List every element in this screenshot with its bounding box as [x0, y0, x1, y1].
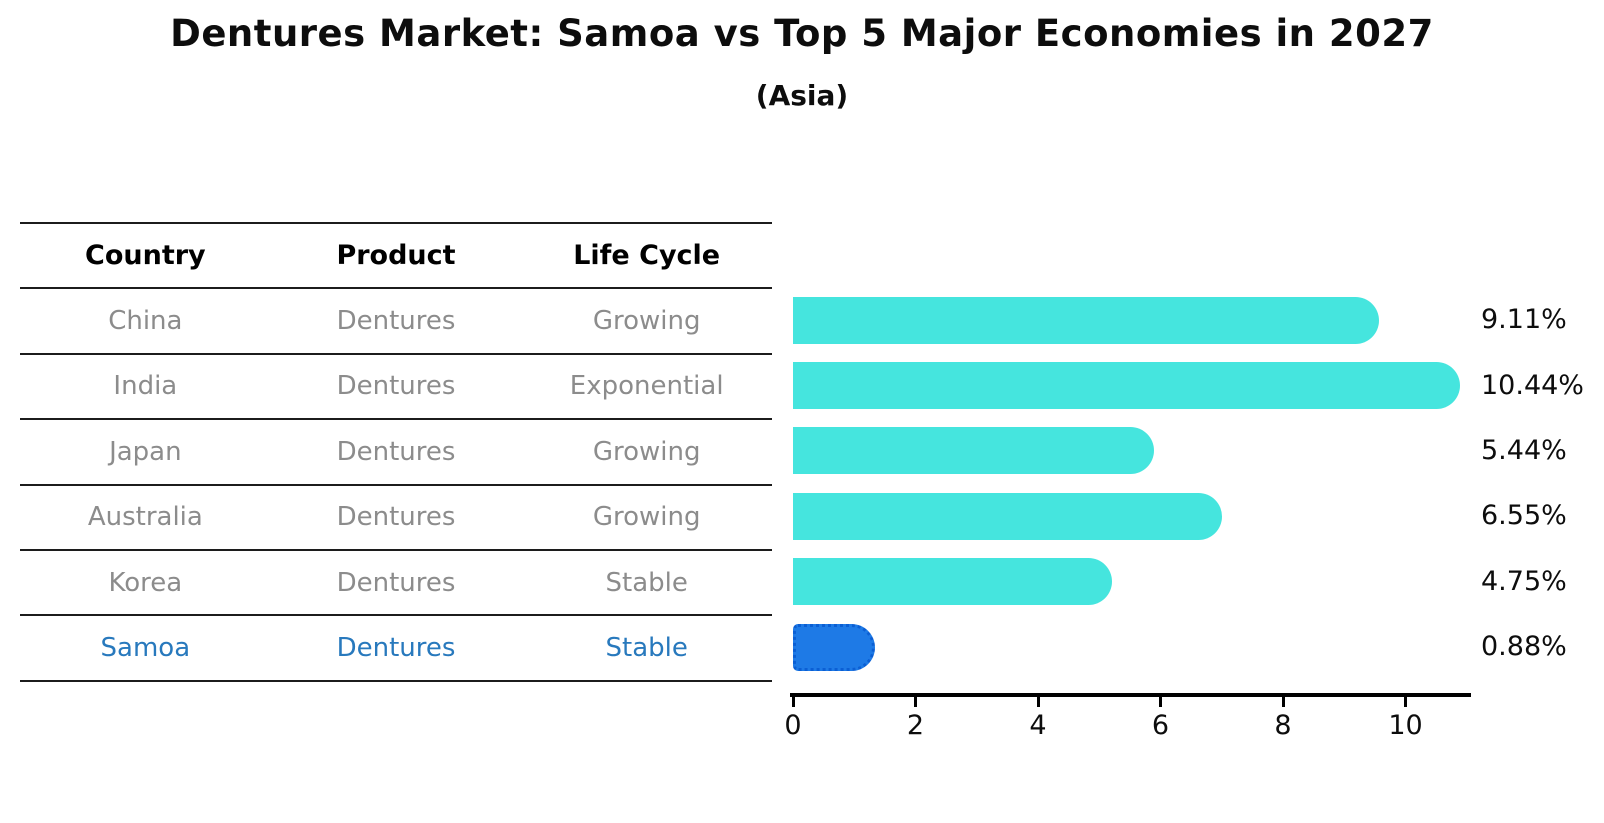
- x-tick-label-4: 4: [1029, 710, 1047, 741]
- table-header-country: Country: [85, 240, 206, 272]
- country-cell: Samoa: [100, 633, 191, 664]
- bar-korea: [793, 558, 1112, 606]
- x-tick-mark-2: [914, 696, 917, 707]
- table-row-australia: Australia Dentures Growing: [20, 486, 772, 551]
- x-tick-mark-10: [1404, 696, 1407, 707]
- value-label-japan: 5.44%: [1481, 434, 1567, 466]
- product-cell: Dentures: [336, 371, 456, 402]
- country-cell: India: [113, 371, 178, 402]
- product-cell: Dentures: [336, 436, 456, 467]
- table-row-samoa: Samoa Dentures Stable: [20, 616, 772, 682]
- table-header-product: Product: [336, 240, 456, 272]
- bar-india: [793, 362, 1461, 409]
- x-tick-mark-0: [791, 696, 795, 707]
- chart-subtitle: (Asia): [755, 79, 849, 112]
- life-cycle-cell: Stable: [605, 633, 688, 664]
- country-cell: China: [108, 306, 183, 337]
- table-header-life-cycle: Life Cycle: [573, 240, 721, 272]
- life-cycle-cell: Growing: [592, 306, 701, 337]
- table-header-row: Country Product Life Cycle: [20, 224, 772, 290]
- value-label-china: 9.11%: [1481, 304, 1567, 336]
- bar-japan: [793, 427, 1155, 475]
- x-axis-line: [790, 693, 1471, 697]
- x-tick-label-6: 6: [1151, 710, 1170, 741]
- value-label-korea: 4.75%: [1481, 565, 1567, 597]
- table-row-india: India Dentures Exponential: [20, 355, 772, 421]
- product-cell: Dentures: [336, 567, 456, 598]
- x-tick-mark-8: [1281, 696, 1285, 707]
- product-cell: Dentures: [336, 306, 456, 337]
- bar-australia: [793, 492, 1223, 540]
- value-label-australia: 6.55%: [1481, 500, 1567, 532]
- bar-samoa: [793, 623, 875, 671]
- life-cycle-cell: Growing: [592, 502, 701, 533]
- chart-title: Dentures Market: Samoa vs Top 5 Major Ec…: [170, 12, 1434, 55]
- bar-china: [793, 296, 1379, 344]
- value-label-samoa: 0.88%: [1481, 631, 1567, 663]
- table-body: China Dentures Growing India Dentures Exponen…: [20, 289, 772, 682]
- x-tick-label-10: 10: [1388, 710, 1423, 741]
- x-tick-label-2: 2: [906, 710, 925, 741]
- table-row-japan: Japan Dentures Growing: [20, 420, 772, 486]
- table-row-korea: Korea Dentures Stable: [20, 551, 772, 617]
- x-tick-label-0: 0: [784, 710, 802, 741]
- table-row-china: China Dentures Growing: [20, 289, 772, 355]
- country-table: Country Product Life Cycle China Dentures…: [20, 222, 772, 682]
- x-tick-mark-4: [1036, 696, 1040, 707]
- life-cycle-cell: Stable: [605, 567, 688, 598]
- life-cycle-cell: Growing: [592, 436, 701, 467]
- x-tick-label-8: 8: [1274, 710, 1292, 741]
- value-label-india: 10.44%: [1481, 369, 1584, 401]
- country-cell: Korea: [108, 567, 183, 598]
- product-cell: Dentures: [336, 633, 456, 664]
- product-cell: Dentures: [336, 502, 456, 533]
- country-cell: Australia: [87, 502, 203, 533]
- country-cell: Japan: [109, 436, 182, 467]
- life-cycle-cell: Exponential: [569, 371, 724, 402]
- x-tick-mark-6: [1159, 696, 1162, 707]
